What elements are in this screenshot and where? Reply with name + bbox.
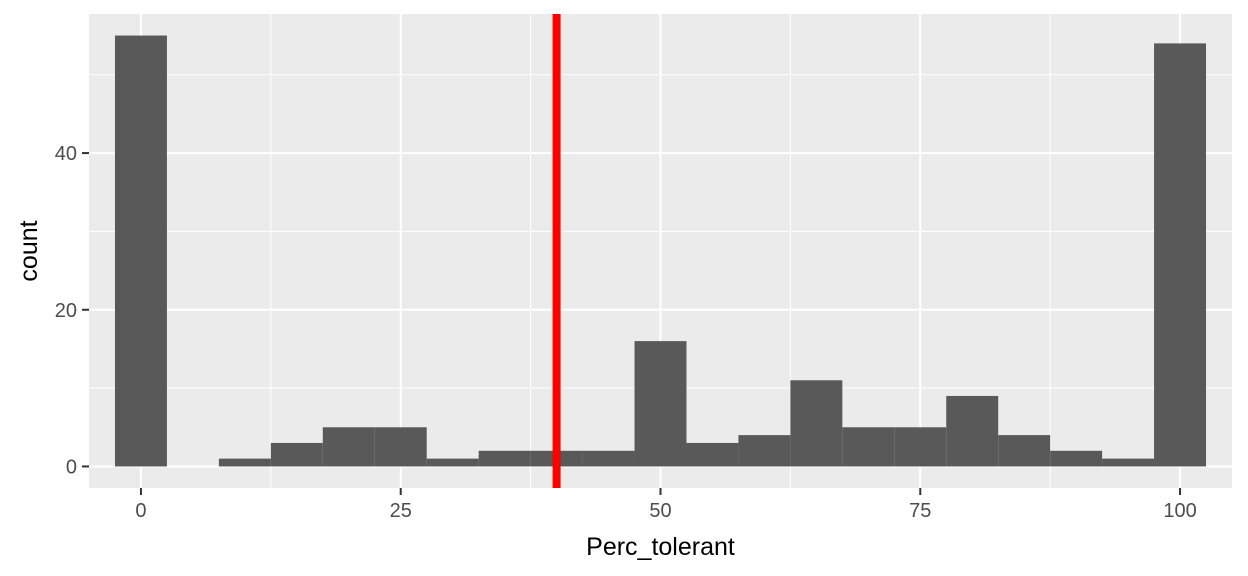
- histogram-bar: [582, 450, 635, 467]
- histogram-bar: [478, 450, 531, 467]
- x-tick-label: 100: [1163, 500, 1196, 522]
- histogram-bar: [374, 427, 427, 467]
- histogram-bar: [114, 35, 167, 467]
- y-tick-label: 0: [66, 456, 77, 478]
- histogram-bars: [114, 35, 1207, 467]
- x-axis: 0 25 50 75 100: [135, 488, 1197, 522]
- histogram-bar: [738, 435, 791, 467]
- y-axis: 0 20 40: [55, 143, 89, 478]
- histogram-bar: [842, 427, 895, 467]
- histogram-bar: [998, 435, 1051, 467]
- y-tick-label: 40: [55, 143, 77, 165]
- histogram-bar: [1102, 458, 1155, 467]
- histogram-bar: [634, 341, 687, 467]
- histogram-bar: [946, 395, 999, 467]
- x-tick-label: 50: [649, 500, 671, 522]
- histogram-bar: [790, 380, 843, 467]
- histogram-bar: [686, 442, 739, 467]
- y-axis-title: count: [15, 220, 43, 281]
- histogram-bar: [426, 458, 479, 467]
- histogram-bar: [1154, 43, 1207, 467]
- x-tick-label: 0: [135, 500, 146, 522]
- y-tick-label: 20: [55, 300, 77, 322]
- x-axis-title: Perc_tolerant: [586, 533, 735, 561]
- x-tick-label: 75: [909, 500, 931, 522]
- x-tick-label: 25: [390, 500, 412, 522]
- histogram-bar: [894, 427, 947, 467]
- histogram-bar: [322, 427, 375, 467]
- histogram-bar: [1050, 450, 1103, 467]
- histogram-bar: [270, 442, 323, 467]
- histogram-bar: [218, 458, 271, 467]
